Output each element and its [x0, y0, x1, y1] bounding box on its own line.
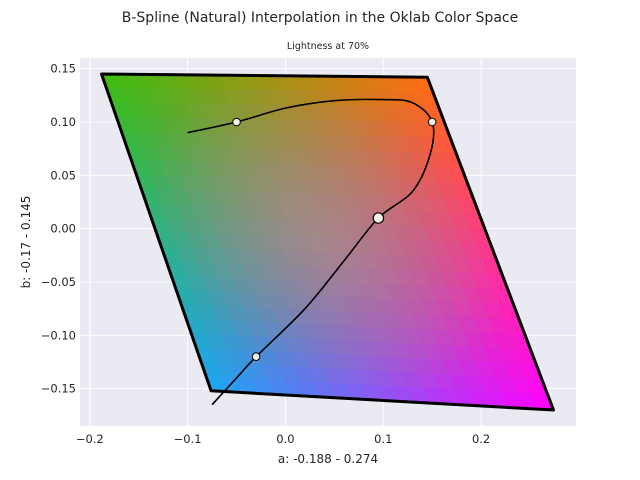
y-tick-label: 0.10 — [50, 115, 76, 129]
control-points — [232, 117, 437, 361]
y-tick-label: −0.15 — [41, 382, 76, 396]
y-tick-label: 0.05 — [50, 168, 76, 182]
spline-curve — [187, 98, 435, 406]
y-tick-label: 0.00 — [50, 222, 76, 236]
x-tick-label: 0.0 — [276, 432, 294, 446]
x-ticks: −0.2 −0.1 0.0 0.1 0.2 — [76, 432, 490, 446]
x-tick-label: −0.1 — [174, 432, 202, 446]
midpoint-marker — [372, 212, 385, 224]
y-ticks: −0.15 −0.10 −0.05 0.00 0.05 0.10 0.15 — [41, 62, 76, 396]
control-point-marker — [232, 117, 241, 127]
chart-title: B-Spline (Natural) Interpolation in the … — [122, 10, 518, 26]
gamut-region — [100, 72, 555, 412]
gamut-boundary — [100, 72, 555, 412]
x-tick-label: −0.2 — [76, 432, 104, 446]
x-axis-label: a: -0.188 - 0.274 — [278, 452, 378, 466]
spline-line — [187, 98, 435, 406]
y-tick-label: −0.05 — [41, 275, 76, 289]
x-tick-label: 0.1 — [374, 432, 392, 446]
control-point-marker — [251, 352, 261, 361]
y-axis-label: b: -0.17 - 0.145 — [19, 196, 33, 289]
control-point-marker — [427, 117, 437, 127]
chart-subtitle: Lightness at 70% — [287, 41, 369, 52]
y-tick-label: 0.15 — [50, 62, 76, 76]
y-tick-label: −0.10 — [41, 328, 76, 342]
x-tick-label: 0.2 — [472, 432, 490, 446]
